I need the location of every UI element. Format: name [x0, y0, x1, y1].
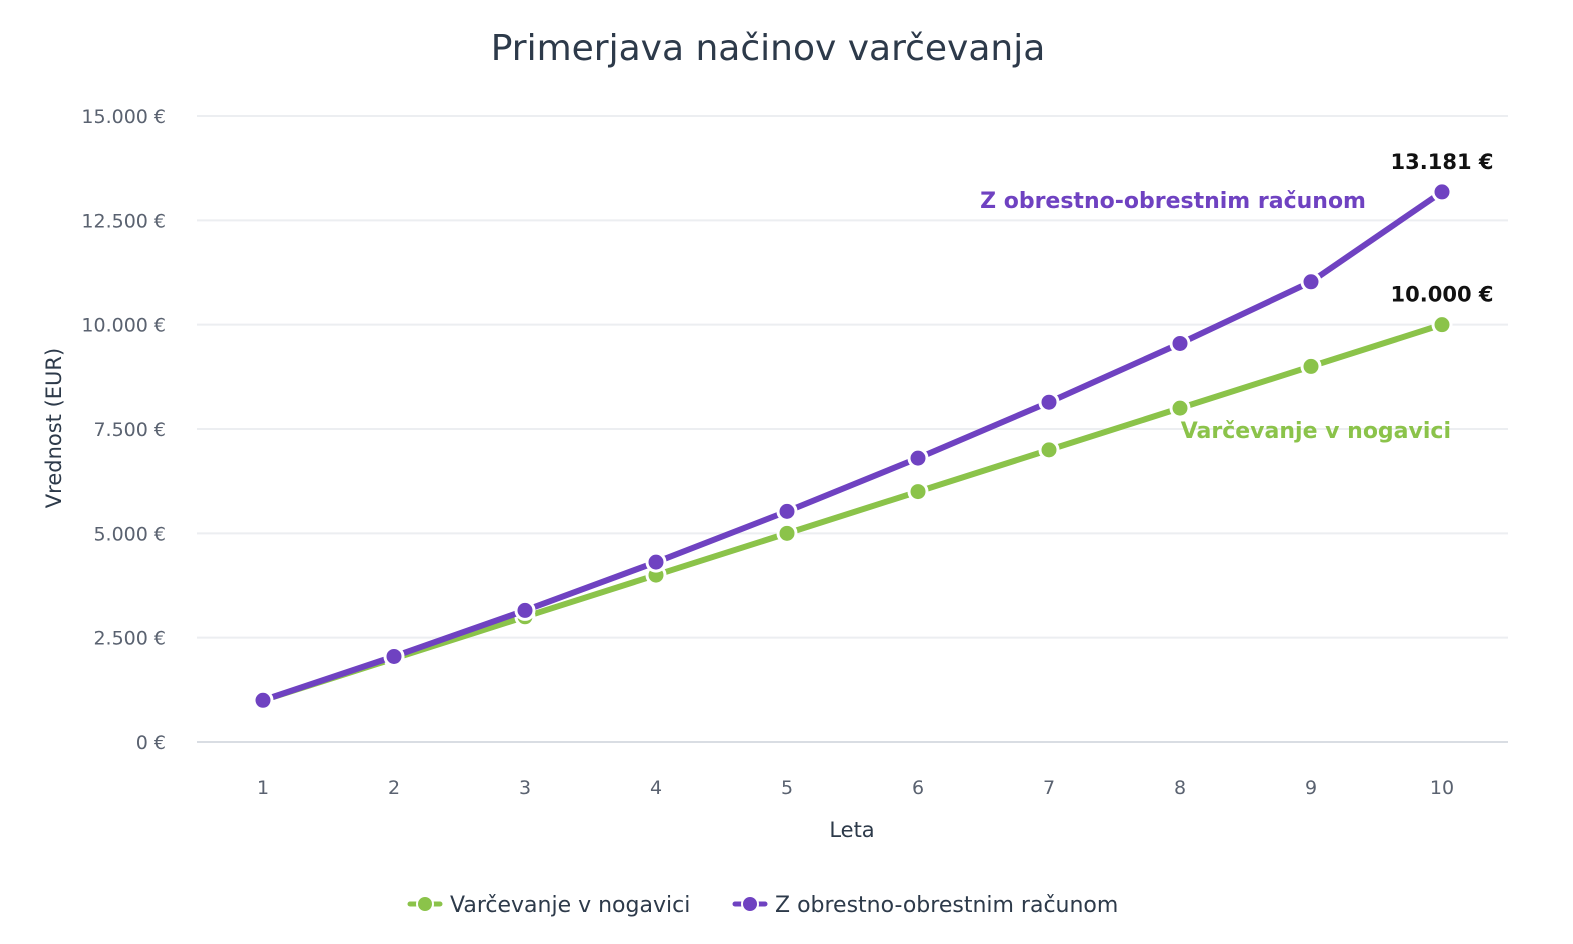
y-tick-label: 5.000 € [93, 523, 166, 545]
x-tick-label: 10 [1430, 777, 1454, 799]
legend-item-1[interactable]: Varčevanje v nogavici [407, 893, 690, 918]
series-labels: 10.000 € Varčevanje v nogavici 13.181 € Z o… [980, 150, 1493, 444]
legend-item-2[interactable]: Z obrestno-obrestnim računom [732, 893, 1118, 918]
legend: Varčevanje v nogavici Z obrestno-obrestni… [407, 893, 1118, 918]
y-tick-label: 12.500 € [81, 210, 166, 232]
y-tick-label: 15.000 € [81, 106, 166, 128]
data-point[interactable] [776, 522, 798, 544]
end-value-label: 13.181 € [1391, 150, 1494, 174]
series-2 [252, 181, 1453, 711]
data-point[interactable] [1300, 355, 1322, 377]
x-tick-label: 2 [388, 777, 400, 799]
chart-title: Primerjava načinov varčevanja [491, 28, 1046, 69]
data-point[interactable] [907, 447, 929, 469]
data-point[interactable] [1169, 332, 1191, 354]
data-point[interactable] [1300, 271, 1322, 293]
y-axis-title: Vrednost (EUR) [42, 348, 66, 508]
data-point[interactable] [645, 551, 667, 573]
legend-label: Varčevanje v nogavici [450, 893, 690, 918]
data-point[interactable] [1169, 397, 1191, 419]
data-point[interactable] [1038, 391, 1060, 413]
series-layer [252, 181, 1453, 711]
legend-marker-icon [416, 895, 434, 913]
y-tick-label: 10.000 € [81, 315, 166, 337]
inline-series-label: Z obrestno-obrestnim računom [980, 189, 1366, 214]
legend-marker-icon [741, 895, 759, 913]
x-axis-title: Leta [829, 818, 874, 842]
data-point[interactable] [1431, 314, 1453, 336]
x-tick-label: 3 [519, 777, 531, 799]
data-point[interactable] [1038, 439, 1060, 461]
data-point[interactable] [383, 645, 405, 667]
y-tick-label: 0 € [136, 732, 166, 754]
series-line [260, 188, 1445, 704]
inline-series-label: Varčevanje v nogavici [1181, 419, 1451, 444]
series-1 [252, 314, 1453, 711]
x-tick-label: 9 [1305, 777, 1317, 799]
x-tick-label: 4 [650, 777, 662, 799]
end-value-label: 10.000 € [1391, 283, 1494, 307]
series-line [260, 321, 1445, 704]
x-tick-label: 6 [912, 777, 924, 799]
data-point[interactable] [1431, 181, 1453, 203]
y-tick-label: 2.500 € [93, 628, 166, 650]
data-point[interactable] [252, 689, 274, 711]
legend-label: Z obrestno-obrestnim računom [775, 893, 1118, 918]
x-tick-label: 5 [781, 777, 793, 799]
data-point[interactable] [776, 500, 798, 522]
x-tick-label: 8 [1174, 777, 1186, 799]
grid-lines [197, 115, 1508, 743]
x-axis-ticks: 1 2 3 4 5 6 7 8 9 10 [257, 777, 1454, 799]
data-point[interactable] [907, 481, 929, 503]
data-point[interactable] [514, 599, 536, 621]
x-tick-label: 7 [1043, 777, 1055, 799]
y-tick-label: 7.500 € [93, 419, 166, 441]
x-tick-label: 1 [257, 777, 269, 799]
y-axis-ticks: 0 € 2.500 € 5.000 € 7.500 € 10.000 € 12.500 €… [81, 106, 166, 754]
